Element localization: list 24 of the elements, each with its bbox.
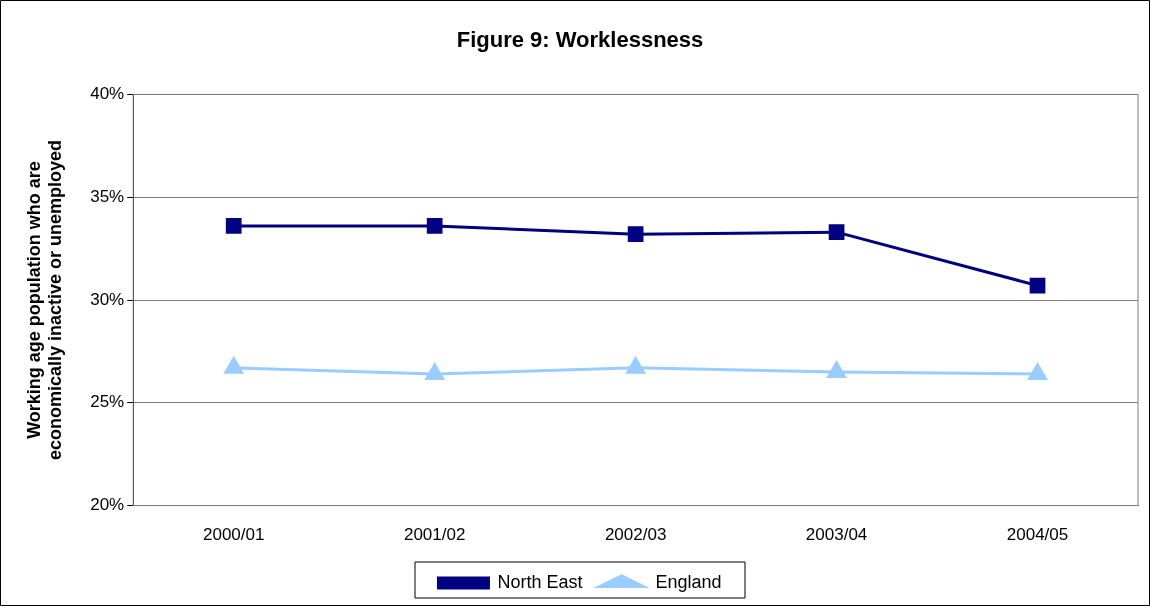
x-tick-label: 2002/03	[604, 525, 667, 545]
y-tick-label: 30%	[90, 289, 125, 309]
point	[627, 226, 644, 243]
point	[828, 224, 845, 241]
y-tick-label: 35%	[90, 186, 125, 206]
x-tick-label: 2000/01	[202, 525, 265, 545]
point	[425, 363, 444, 381]
x-tick-label: 2003/04	[805, 525, 868, 545]
x-tick-label: 2001/02	[403, 525, 466, 545]
y-tick-label: 25%	[90, 392, 125, 412]
point	[1028, 363, 1047, 381]
point	[626, 357, 645, 374]
point	[224, 357, 243, 374]
x-tick-label: 2004/05	[1006, 525, 1069, 545]
legend-label: England	[655, 571, 722, 592]
y-tick-label: 20%	[90, 495, 125, 515]
point	[426, 218, 443, 234]
point	[827, 361, 846, 378]
point	[225, 218, 242, 234]
point	[1029, 277, 1046, 294]
chart-title: Figure 9: Worklessness	[456, 27, 704, 53]
y-tick-label: 40%	[90, 84, 125, 104]
legend-label: North East	[497, 571, 583, 592]
y-axis-title: Working age population who are economically inactive or unemployed	[23, 139, 66, 461]
